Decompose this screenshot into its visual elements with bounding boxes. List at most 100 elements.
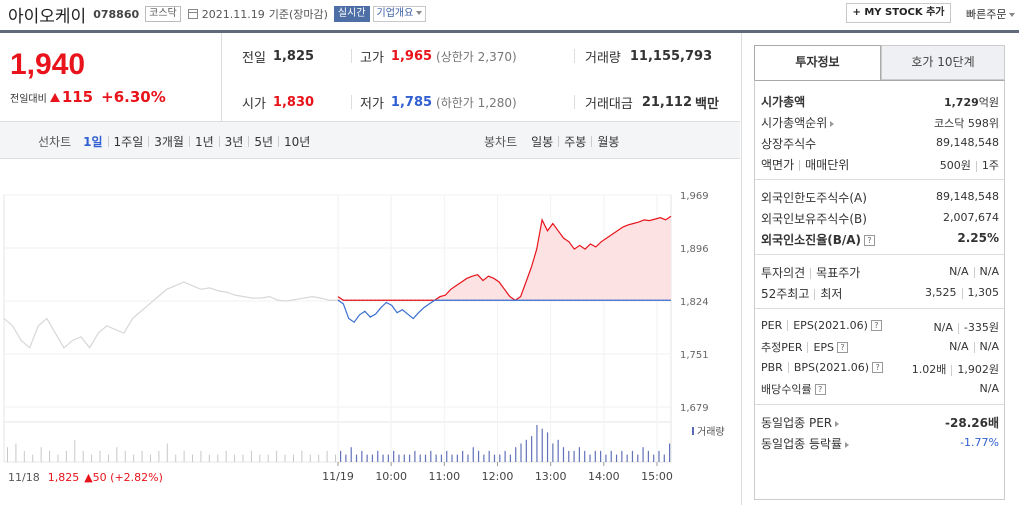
volume-bar: [642, 447, 644, 462]
up-triangle-icon: [49, 92, 60, 102]
volume-bar: [456, 454, 458, 462]
volume-bar: [175, 454, 177, 462]
divider: [218, 136, 220, 147]
volume-bar: [166, 443, 168, 462]
market-cap-rank-label: 시가총액순위: [761, 116, 828, 130]
info-row: 액면가 매매단위 500원 1주: [761, 156, 999, 173]
volume-bar: [573, 450, 575, 462]
tab-orderbook[interactable]: 호가 10단계: [881, 45, 1005, 80]
info-row: 동일업종 등락률 -1.77%: [761, 435, 999, 452]
volume-bar: [141, 450, 143, 462]
calendar-icon: [187, 9, 198, 19]
volume-bar: [631, 450, 634, 462]
volume-bar: [276, 450, 278, 462]
trade-unit-value: 1주: [981, 159, 999, 172]
info-row: 외국인한도주식수(A) 89,148,548: [761, 189, 999, 206]
tab-weekly[interactable]: 주봉: [564, 135, 587, 149]
realtime-button[interactable]: 실시간: [333, 6, 370, 22]
candle-chart-label: 봉차트: [484, 135, 518, 149]
help-icon[interactable]: ?: [864, 235, 876, 246]
help-icon[interactable]: ?: [870, 320, 882, 331]
target-price-label: 목표주가: [816, 266, 861, 280]
volume-bar: [493, 454, 496, 462]
volume-bar: [520, 443, 522, 462]
volume-bar: [600, 450, 602, 462]
divider: [755, 404, 1004, 405]
volume-bar: [32, 454, 34, 462]
info-row: 배당수익률? N/A: [761, 381, 999, 397]
tab-3month[interactable]: 3개월: [154, 135, 184, 149]
volume-bar: [355, 454, 358, 462]
volume-bar: [377, 450, 379, 462]
tab-1year[interactable]: 1년: [194, 135, 214, 149]
volume-bar: [40, 447, 42, 462]
par-value-label: 액면가: [761, 158, 795, 172]
volume-bar: [424, 454, 427, 462]
help-icon[interactable]: ?: [837, 342, 849, 353]
divider: [107, 136, 109, 147]
volume-bar: [74, 439, 76, 462]
tab-10year[interactable]: 10년: [284, 135, 311, 149]
company-overview-button[interactable]: 기업개요: [372, 6, 427, 22]
volume-bar: [440, 454, 443, 462]
pbr-value-wrap: 1.02배 1,902원: [912, 361, 999, 377]
tab-1week[interactable]: 1주일: [113, 135, 144, 149]
tab-1day[interactable]: 1일: [83, 135, 103, 149]
tab-3year[interactable]: 3년: [224, 135, 244, 149]
tab-investment-info[interactable]: 투자정보: [754, 45, 881, 80]
volume-bar: [467, 454, 469, 462]
help-icon[interactable]: ?: [872, 362, 884, 373]
volume-legend-label: 거래량: [697, 426, 725, 438]
per-value: N/A: [933, 321, 953, 334]
pbr-value: 1.02배: [911, 363, 947, 376]
y-tick-label: 1,969: [680, 191, 709, 202]
tab-5year[interactable]: 5년: [254, 135, 274, 149]
sector-change-label[interactable]: 동일업종 등락률: [761, 437, 843, 451]
low-value: 1,785: [390, 95, 433, 110]
tab-daily[interactable]: 일봉: [531, 135, 554, 149]
chevron-down-icon: [416, 11, 423, 15]
prev-day-series: [3, 281, 338, 349]
volume-bar: [472, 447, 474, 462]
panel-divider: [741, 33, 742, 505]
eps-label: EPS(2021.06): [793, 319, 868, 332]
volume-bar: [557, 439, 559, 462]
volume-label: 거래량: [585, 51, 621, 66]
volume-bar: [594, 450, 596, 462]
week52-high-value: 3,525: [925, 286, 957, 299]
prev-close-label: 전일: [242, 51, 266, 66]
quick-order-link[interactable]: 빠른주문: [966, 6, 1016, 22]
market-cap-value-wrap: 1,729억원: [944, 94, 999, 110]
help-icon[interactable]: ?: [814, 384, 826, 395]
volume-bar: [515, 447, 517, 462]
foreign-ratio-label: 외국인소진율(B/A): [761, 233, 862, 247]
y-tick-label: 1,751: [680, 350, 709, 361]
bps-value: 1,902원: [957, 363, 999, 376]
lower-limit: (하한가 1,280): [436, 96, 517, 110]
add-mystock-button[interactable]: + MY STOCK 추가: [846, 3, 951, 23]
volume-value: 11,155,793: [629, 49, 713, 64]
week52-low-label: 최저: [820, 287, 843, 301]
volume-bar: [267, 454, 269, 462]
upper-limit: (상한가 2,370): [436, 50, 517, 64]
volume-bar: [610, 450, 612, 462]
week52-high-label: 52주최고: [761, 287, 810, 301]
change-amount: 115: [61, 88, 94, 106]
info-row: 시가총액순위 코스닥 598위: [761, 114, 999, 131]
volume-bar: [183, 450, 185, 462]
volume-bar: [483, 454, 485, 462]
info-row: PBR BPS(2021.06)? 1.02배 1,902원: [761, 360, 999, 377]
current-price-box: 1,940 전일대비 115 +6.30%: [0, 33, 222, 121]
high-label: 고가: [360, 51, 384, 66]
x-tick-label: 12:00: [482, 470, 514, 483]
trade-amount: 거래대금 21,112 백만: [585, 93, 719, 112]
volume-bar: [414, 450, 416, 462]
volume-bar: [91, 454, 93, 462]
market-badge: 코스닥: [145, 6, 181, 22]
volume-bar: [499, 454, 501, 462]
stock-code: 078860: [93, 7, 140, 21]
info-row: 외국인보유주식수(B) 2,007,674: [761, 210, 999, 227]
sector-per-label[interactable]: 동일업종 PER: [761, 416, 833, 430]
tab-monthly[interactable]: 월봉: [597, 135, 620, 149]
volume-bar: [371, 454, 374, 462]
